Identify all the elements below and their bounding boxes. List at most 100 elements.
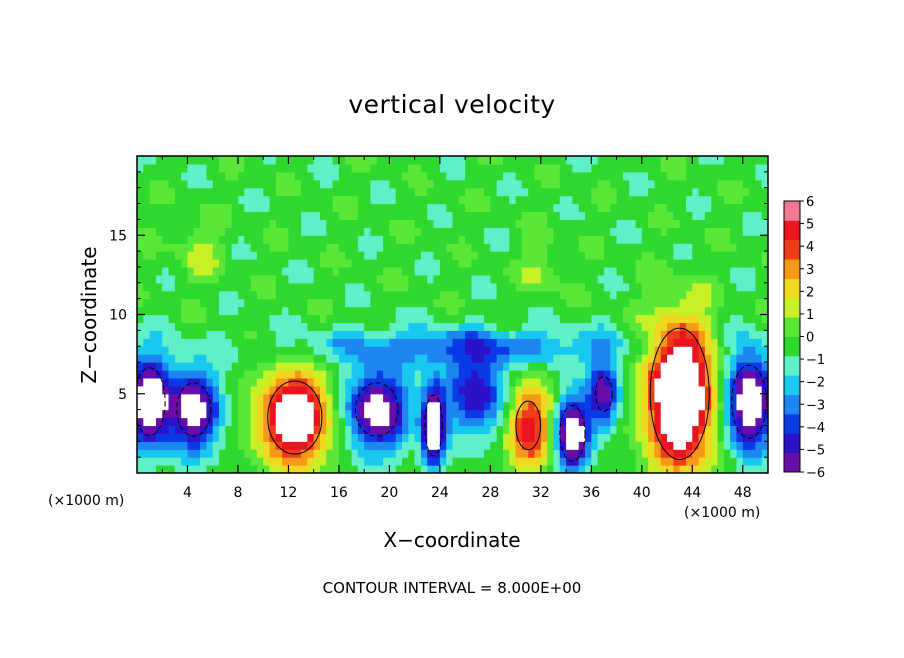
field-cell bbox=[641, 385, 649, 395]
field-cell bbox=[168, 179, 176, 189]
field-cell bbox=[237, 330, 245, 339]
field-cell bbox=[502, 163, 510, 173]
field-cell bbox=[648, 401, 656, 411]
field-cell bbox=[585, 401, 592, 411]
field-cell bbox=[395, 441, 403, 450]
field-cell bbox=[667, 385, 674, 395]
field-cell bbox=[711, 433, 719, 442]
field-cell bbox=[641, 433, 649, 442]
field-cell bbox=[723, 393, 731, 403]
field-cell bbox=[458, 409, 466, 419]
field-cell bbox=[711, 449, 719, 458]
field-cell bbox=[534, 290, 542, 300]
field-cell bbox=[477, 211, 485, 220]
field-cell bbox=[250, 346, 258, 355]
field-cell bbox=[174, 425, 182, 434]
field-cell bbox=[534, 156, 542, 165]
field-cell bbox=[143, 290, 151, 300]
field-cell bbox=[585, 362, 592, 371]
field-cell bbox=[635, 156, 643, 165]
y-tick-label: 15 bbox=[109, 228, 127, 244]
field-cell bbox=[685, 465, 693, 473]
field-cell bbox=[502, 457, 510, 466]
field-cell bbox=[294, 187, 302, 197]
field-cell bbox=[275, 243, 283, 252]
field-cell bbox=[685, 330, 693, 339]
field-cell bbox=[477, 465, 485, 473]
field-cell bbox=[193, 457, 201, 466]
field-cell bbox=[736, 354, 744, 363]
field-cell bbox=[174, 163, 182, 173]
field-cell bbox=[174, 369, 182, 379]
field-cell bbox=[143, 425, 151, 434]
field-cell bbox=[641, 195, 649, 205]
field-cell bbox=[515, 179, 523, 189]
field-cell bbox=[610, 449, 618, 458]
field-cell bbox=[433, 425, 441, 434]
field-cell bbox=[736, 203, 744, 213]
field-cell bbox=[704, 457, 712, 466]
field-cell bbox=[338, 409, 346, 419]
field-cell bbox=[427, 314, 435, 324]
field-cell bbox=[288, 219, 296, 228]
field-cell bbox=[263, 203, 271, 213]
field-cell bbox=[275, 274, 283, 284]
field-cell bbox=[484, 203, 491, 213]
field-cell bbox=[667, 227, 674, 236]
field-cell bbox=[395, 314, 403, 324]
field-cell bbox=[225, 377, 233, 387]
field-cell bbox=[566, 417, 573, 427]
field-cell bbox=[591, 211, 599, 220]
field-cell bbox=[465, 282, 473, 292]
field-cell bbox=[433, 171, 441, 181]
field-cell bbox=[648, 449, 656, 458]
field-cell bbox=[237, 274, 245, 284]
field-cell bbox=[332, 235, 340, 244]
field-cell bbox=[427, 354, 435, 363]
field-cell bbox=[263, 227, 271, 236]
field-cell bbox=[553, 235, 561, 244]
field-cell bbox=[162, 393, 170, 403]
field-cell bbox=[326, 259, 334, 268]
field-cell bbox=[439, 385, 447, 395]
field-cell bbox=[698, 457, 706, 466]
field-cell bbox=[585, 409, 592, 419]
field-cell bbox=[383, 266, 390, 276]
field-cell bbox=[629, 306, 637, 316]
field-cell bbox=[351, 346, 359, 355]
field-cell bbox=[679, 266, 687, 276]
field-cell bbox=[578, 266, 586, 276]
field-cell bbox=[137, 338, 144, 347]
field-cell bbox=[755, 314, 763, 324]
field-cell bbox=[427, 187, 435, 197]
field-cell bbox=[490, 409, 498, 419]
field-cell bbox=[723, 457, 731, 466]
field-cell bbox=[654, 306, 662, 316]
field-cell bbox=[364, 298, 372, 308]
field-cell bbox=[452, 266, 460, 276]
field-cell bbox=[471, 330, 479, 339]
field-cell bbox=[622, 314, 630, 324]
field-cell bbox=[389, 362, 397, 371]
field-cell bbox=[225, 338, 233, 347]
field-cell bbox=[553, 393, 561, 403]
field-cell bbox=[742, 362, 750, 371]
field-cell bbox=[591, 346, 599, 355]
field-cell bbox=[692, 433, 700, 442]
field-cell bbox=[414, 362, 422, 371]
field-cell bbox=[458, 171, 466, 181]
field-cell bbox=[433, 251, 441, 260]
field-cell bbox=[345, 187, 353, 197]
field-cell bbox=[326, 179, 334, 189]
field-cell bbox=[389, 243, 397, 252]
field-cell bbox=[181, 409, 189, 419]
field-cell bbox=[275, 298, 283, 308]
field-cell bbox=[635, 243, 643, 252]
field-cell bbox=[370, 235, 378, 244]
field-cell bbox=[250, 171, 258, 181]
field-cell bbox=[490, 338, 498, 347]
field-cell bbox=[452, 282, 460, 292]
field-cell bbox=[591, 219, 599, 228]
field-cell bbox=[484, 179, 491, 189]
field-cell bbox=[502, 441, 510, 450]
